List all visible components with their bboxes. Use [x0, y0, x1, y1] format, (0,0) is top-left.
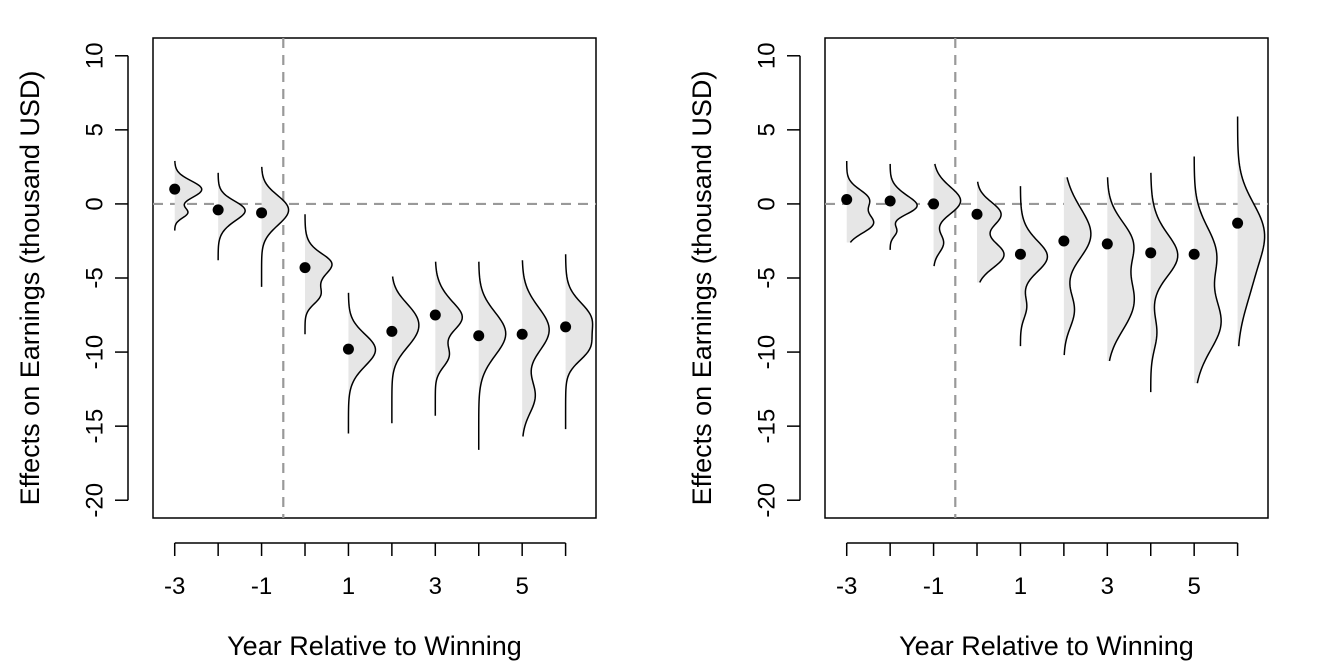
density-curve [304, 214, 333, 335]
density-fill [435, 261, 463, 416]
plot-frame [824, 37, 1269, 519]
y-tick-label: -5 [82, 267, 109, 288]
y-tick-label: -15 [82, 409, 109, 444]
x-tick-label: 3 [429, 573, 442, 600]
density-curve [1019, 186, 1049, 347]
density-curve [564, 254, 594, 430]
y-axis-title: Effects on Earnings (thousand USD) [15, 71, 45, 506]
y-tick-label: 5 [754, 123, 781, 136]
point-estimate [516, 328, 528, 340]
density-curve [845, 160, 875, 243]
point-estimate [841, 193, 853, 205]
density-curve [1063, 177, 1092, 356]
x-axis-title: Year Relative to Winning [899, 631, 1194, 661]
x-axis-title: Year Relative to Winning [227, 631, 522, 661]
point-estimate [386, 325, 398, 337]
density-fill [1194, 156, 1222, 384]
y-tick-label: -20 [754, 483, 781, 518]
y-tick-label: 10 [82, 42, 109, 69]
point-estimate [299, 262, 311, 274]
density-fill [1063, 177, 1091, 356]
density-curve [217, 172, 246, 261]
density-fill [348, 292, 376, 434]
density-fill [1107, 177, 1135, 361]
density-curve [933, 163, 962, 267]
point-estimate [256, 207, 268, 219]
density-fill [933, 163, 961, 267]
density-curve [347, 292, 377, 434]
y-tick-label: 5 [82, 123, 109, 136]
x-tick-label: -3 [836, 573, 857, 600]
x-tick-label: -1 [251, 573, 272, 600]
point-estimate [429, 309, 441, 321]
point-estimate [473, 330, 485, 342]
point-estimate [928, 198, 940, 210]
density-fill [391, 276, 419, 424]
y-tick-label: -10 [82, 335, 109, 370]
density-curve [1236, 116, 1266, 347]
point-estimate [212, 204, 224, 216]
density-fill [1150, 172, 1178, 393]
x-tick-label: 1 [342, 573, 355, 600]
density-fill [565, 254, 593, 430]
density-fill [174, 160, 202, 231]
x-tick-label: 5 [515, 573, 528, 600]
density-curve [391, 276, 420, 424]
y-tick-label: -10 [754, 335, 781, 370]
chart-panel-1: 10 5 0 -5 -10 -15 -20 -3 -1 1 3 5 Year Relative to W… [15, 37, 597, 661]
x-tick-label: -3 [164, 573, 185, 600]
density-fill [305, 214, 333, 335]
point-estimate [169, 183, 181, 195]
chart-panel-2: 10 5 0 -5 -10 -15 -20 -3 -1 1 3 5 Year Relative to W… [687, 37, 1269, 661]
density-fill [846, 160, 874, 243]
density-curve [521, 260, 550, 437]
plot-frame [152, 37, 597, 519]
point-estimate [342, 343, 354, 355]
point-estimate [1188, 248, 1200, 260]
y-tick-label: -5 [754, 267, 781, 288]
point-estimate [1058, 235, 1070, 247]
y-tick-label: -15 [754, 409, 781, 444]
point-estimate [560, 321, 572, 333]
point-estimate [1232, 217, 1244, 229]
x-tick-label: 3 [1101, 573, 1114, 600]
density-fill [522, 260, 550, 437]
density-fill [1020, 186, 1048, 347]
density-fill [977, 181, 1005, 283]
x-tick-label: 1 [1014, 573, 1027, 600]
y-tick-label: 0 [754, 197, 781, 210]
x-tick-label: -1 [923, 573, 944, 600]
point-estimate [1101, 238, 1113, 250]
point-estimate [971, 208, 983, 220]
density-curve [174, 160, 203, 231]
density-curve [1106, 177, 1136, 362]
x-tick-label: 5 [1187, 573, 1200, 600]
y-tick-label: 0 [82, 197, 109, 210]
y-axis-title: Effects on Earnings (thousand USD) [687, 71, 717, 506]
density-curve [976, 181, 1005, 283]
density-curve [434, 261, 464, 416]
density-fill [890, 163, 918, 250]
density-curve [1193, 156, 1222, 384]
y-tick-label: 10 [754, 42, 781, 69]
density-curve [477, 261, 507, 450]
point-estimate [1014, 248, 1026, 260]
density-curve [889, 163, 918, 250]
point-estimate [884, 195, 896, 207]
point-estimate [1145, 247, 1157, 259]
y-tick-label: -20 [82, 483, 109, 518]
density-fill [1237, 116, 1265, 347]
density-curve [1149, 172, 1179, 393]
density-fill [478, 261, 506, 450]
density-curve [260, 166, 290, 287]
